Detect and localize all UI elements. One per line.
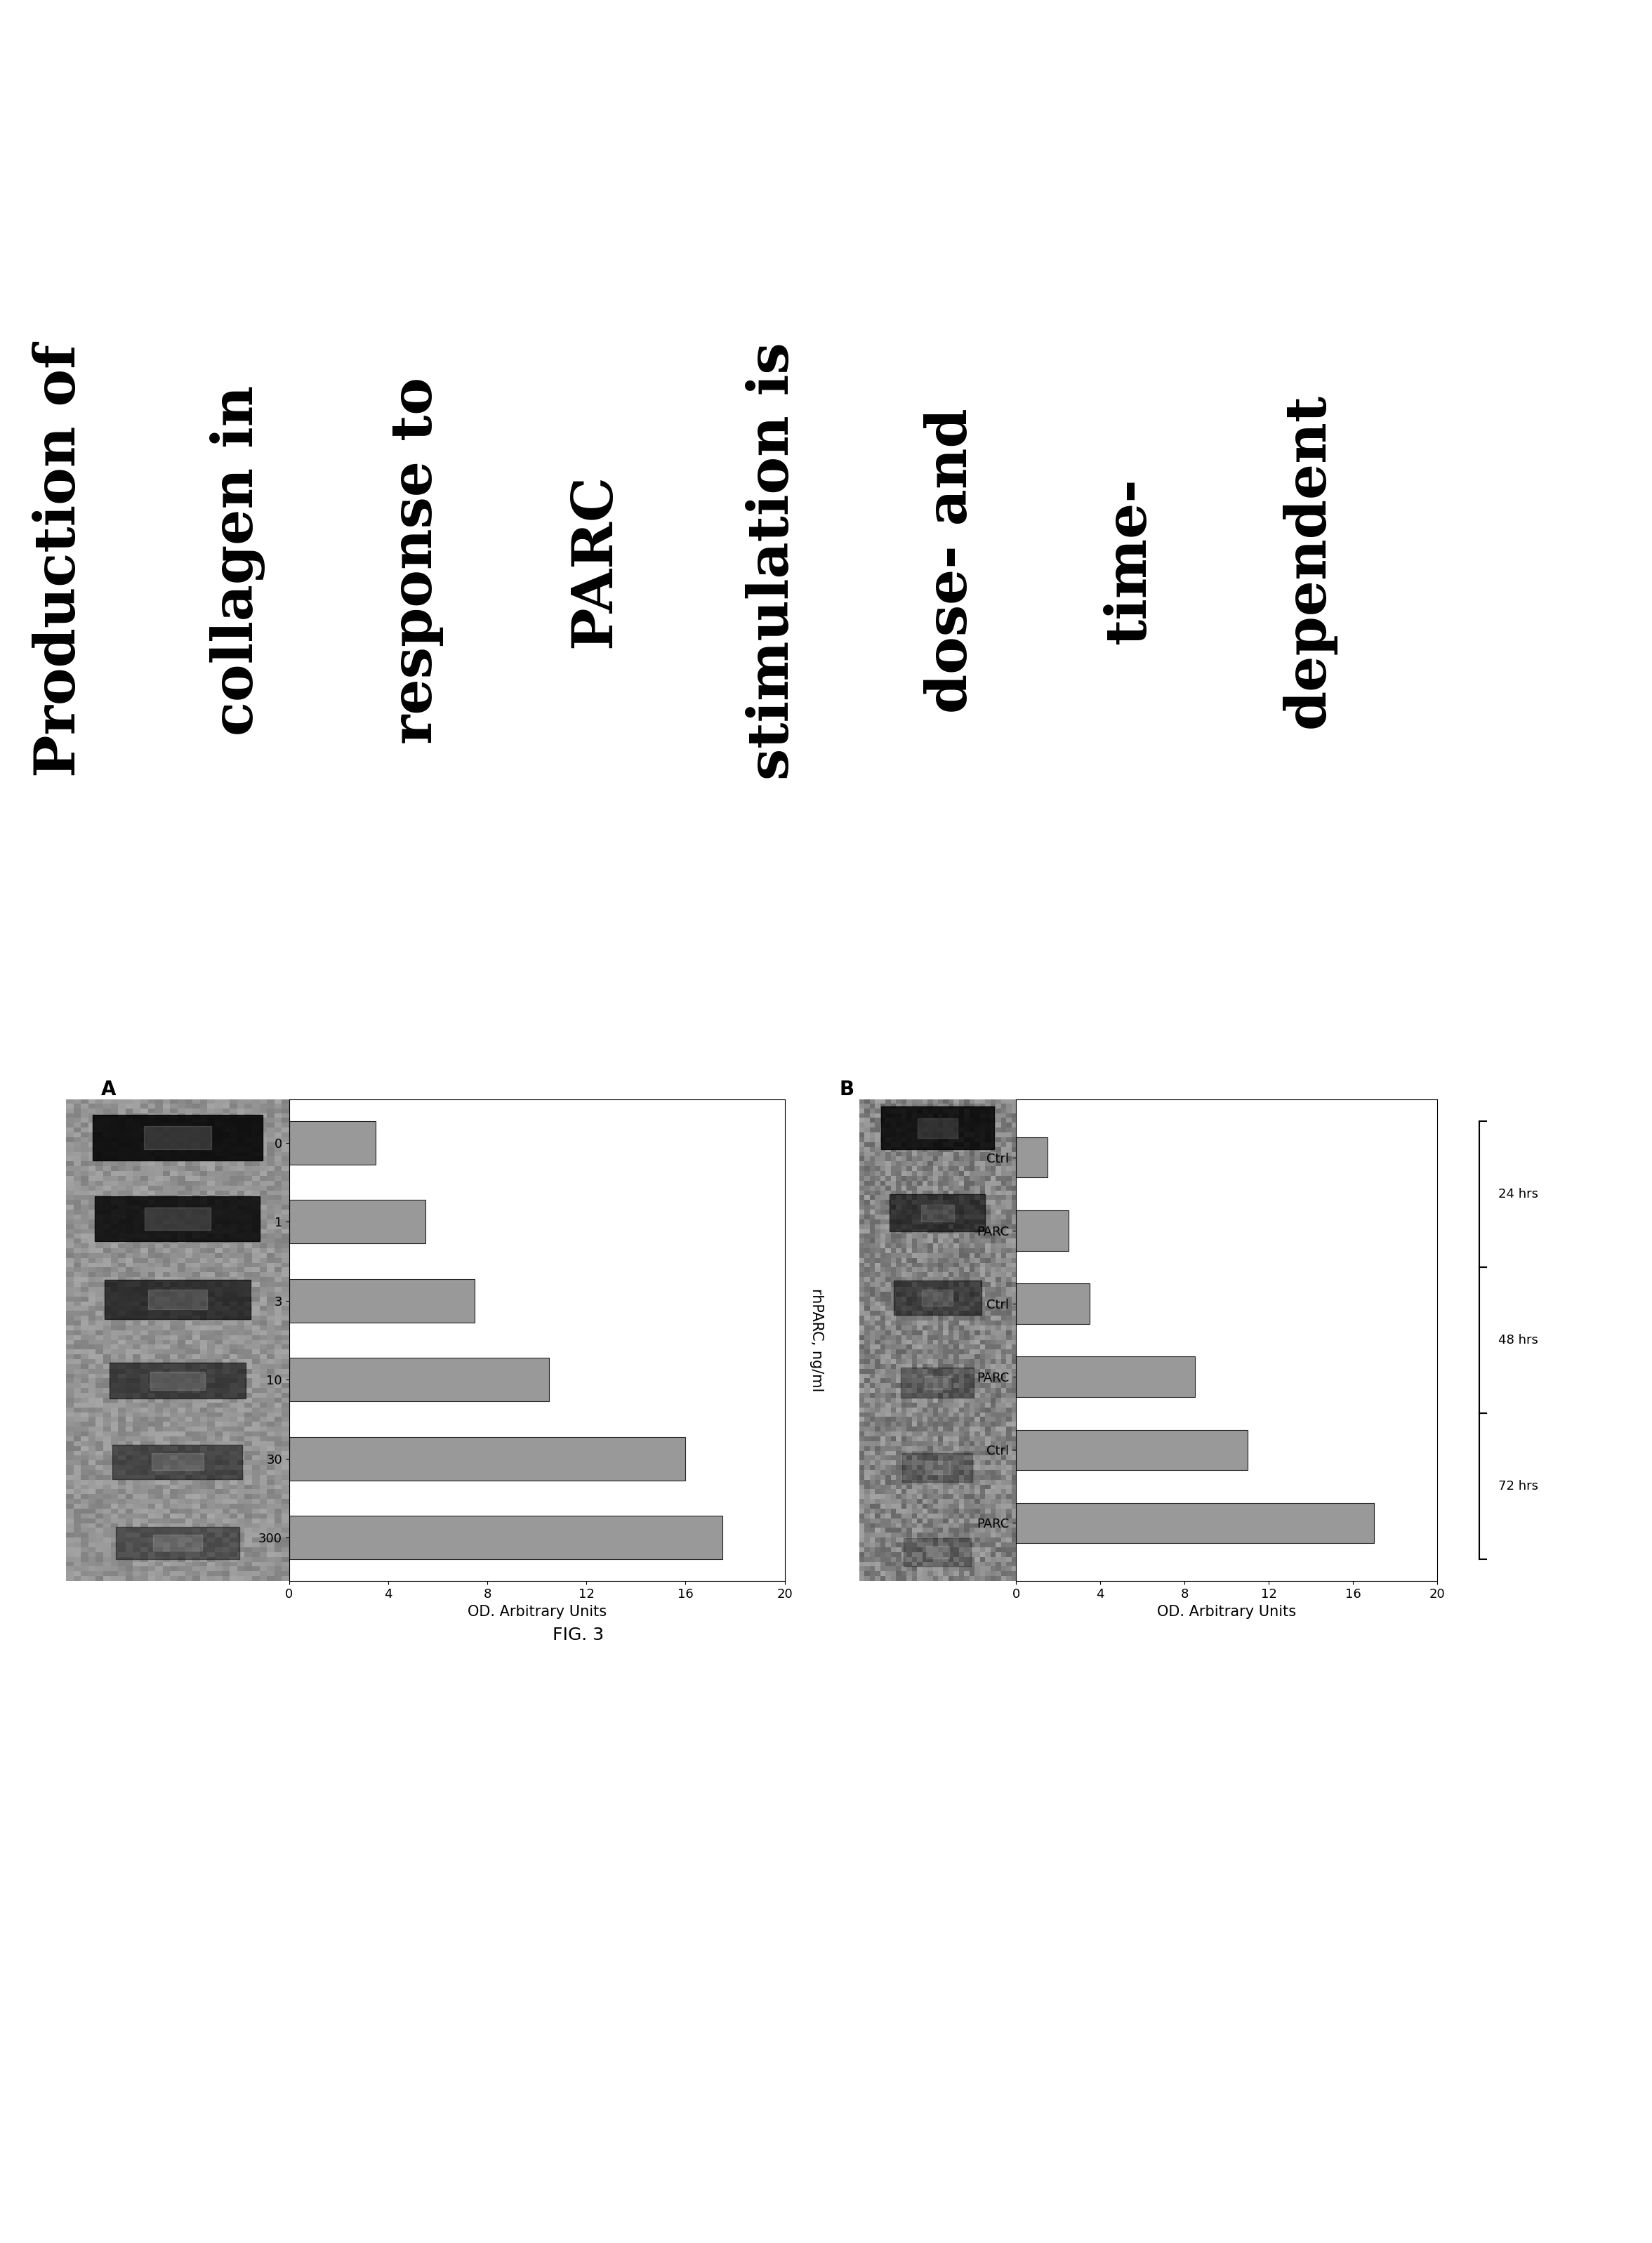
Bar: [1016, 1503, 1374, 1543]
Bar: [289, 1122, 377, 1164]
Bar: [116, 1527, 240, 1559]
X-axis label: OD. Arbitrary Units: OD. Arbitrary Units: [1156, 1604, 1297, 1619]
Bar: [150, 1373, 205, 1391]
Bar: [900, 1368, 975, 1397]
Bar: [881, 1106, 995, 1148]
Bar: [144, 1126, 211, 1148]
Bar: [289, 1279, 476, 1323]
Bar: [1016, 1137, 1047, 1178]
Bar: [1016, 1429, 1247, 1469]
Bar: [925, 1375, 950, 1388]
Text: B: B: [839, 1079, 854, 1099]
Bar: [289, 1200, 426, 1243]
Bar: [93, 1115, 263, 1160]
Text: collagen in: collagen in: [210, 386, 266, 736]
Bar: [890, 1193, 985, 1231]
Text: A: A: [101, 1079, 116, 1099]
X-axis label: OD. Arbitrary Units: OD. Arbitrary Units: [468, 1604, 606, 1619]
Text: stimulation is: stimulation is: [745, 341, 801, 781]
Text: dependent: dependent: [1280, 393, 1336, 729]
Bar: [145, 1207, 210, 1229]
Bar: [922, 1290, 953, 1305]
Text: 48 hrs: 48 hrs: [1498, 1335, 1538, 1346]
Text: 24 hrs: 24 hrs: [1498, 1189, 1538, 1200]
Bar: [925, 1545, 950, 1559]
Text: Production of: Production of: [31, 343, 88, 778]
Bar: [149, 1290, 206, 1310]
Bar: [902, 1453, 973, 1483]
Text: rhPARC, ng/ml: rhPARC, ng/ml: [809, 1287, 823, 1393]
Text: PARC: PARC: [567, 473, 623, 648]
Bar: [112, 1444, 243, 1478]
Text: FIG. 3: FIG. 3: [552, 1626, 605, 1644]
Bar: [904, 1539, 971, 1566]
Bar: [917, 1119, 958, 1137]
Bar: [289, 1438, 686, 1480]
Bar: [109, 1362, 246, 1400]
Bar: [154, 1534, 202, 1550]
Bar: [104, 1281, 251, 1319]
Bar: [1016, 1283, 1090, 1323]
Text: time-: time-: [1102, 478, 1158, 644]
Bar: [96, 1196, 259, 1240]
Bar: [1016, 1357, 1194, 1397]
Bar: [289, 1357, 548, 1402]
Text: 72 hrs: 72 hrs: [1498, 1480, 1538, 1492]
Text: response to: response to: [388, 377, 444, 745]
Bar: [289, 1516, 724, 1559]
Bar: [920, 1204, 955, 1220]
Text: dose- and: dose- and: [923, 408, 980, 713]
Bar: [1016, 1211, 1069, 1252]
Bar: [894, 1281, 981, 1314]
Bar: [152, 1453, 203, 1469]
Bar: [925, 1460, 950, 1474]
